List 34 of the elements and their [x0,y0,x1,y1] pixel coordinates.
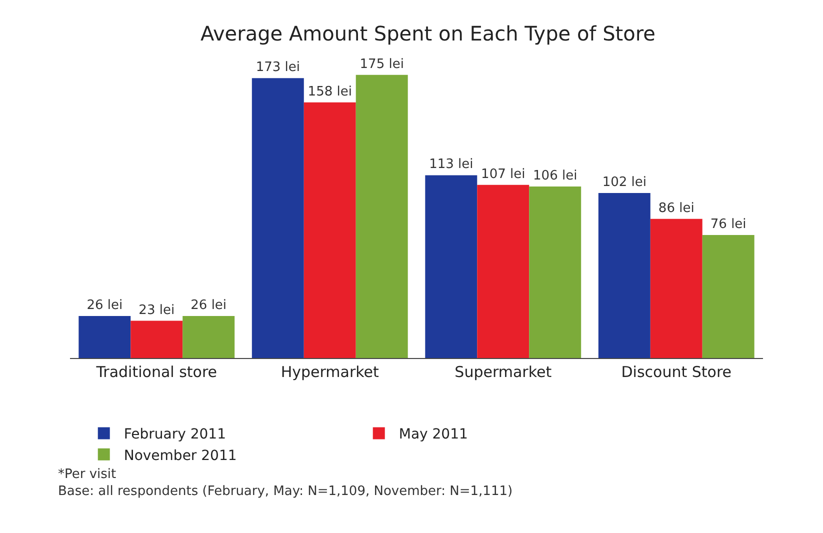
x-tick-label: Traditional store [95,363,218,381]
bar [304,102,356,358]
legend-label: May 2011 [398,426,468,443]
bar [252,78,304,358]
x-tick-label: Discount Store [621,363,732,381]
legend-label: November 2011 [124,448,237,464]
data-label: 23 lei [138,302,175,318]
bar [425,175,478,358]
data-label: 26 lei [190,298,227,313]
bar [477,184,530,358]
bar [182,316,235,358]
data-label: 106 lei [533,168,578,184]
bar [78,316,131,358]
legend-label: February 2011 [124,426,226,443]
bar [598,192,650,358]
text: Base: all respondents (February, May: N=1,109, November: N=1,111) [58,484,513,499]
data-label: 86 lei [658,200,694,216]
chart-title: Average Amount Spent on Each Type of Store [200,22,656,46]
data-label: 113 lei [429,157,474,172]
bar [702,235,754,358]
data-label: 107 lei [481,166,526,182]
data-label: 26 lei [86,298,123,313]
bar [650,218,702,358]
bar [529,186,582,358]
bar [356,74,408,358]
text: *Per visit [58,467,116,482]
data-label: 76 lei [710,217,746,232]
bar [130,320,183,358]
data-label: 175 lei [360,56,404,72]
data-label: 102 lei [602,174,646,190]
data-label: 158 lei [308,84,352,100]
x-tick-label: Supermarket [454,363,552,381]
data-label: 173 lei [256,60,300,76]
x-tick-label: Hypermarket [280,363,380,381]
